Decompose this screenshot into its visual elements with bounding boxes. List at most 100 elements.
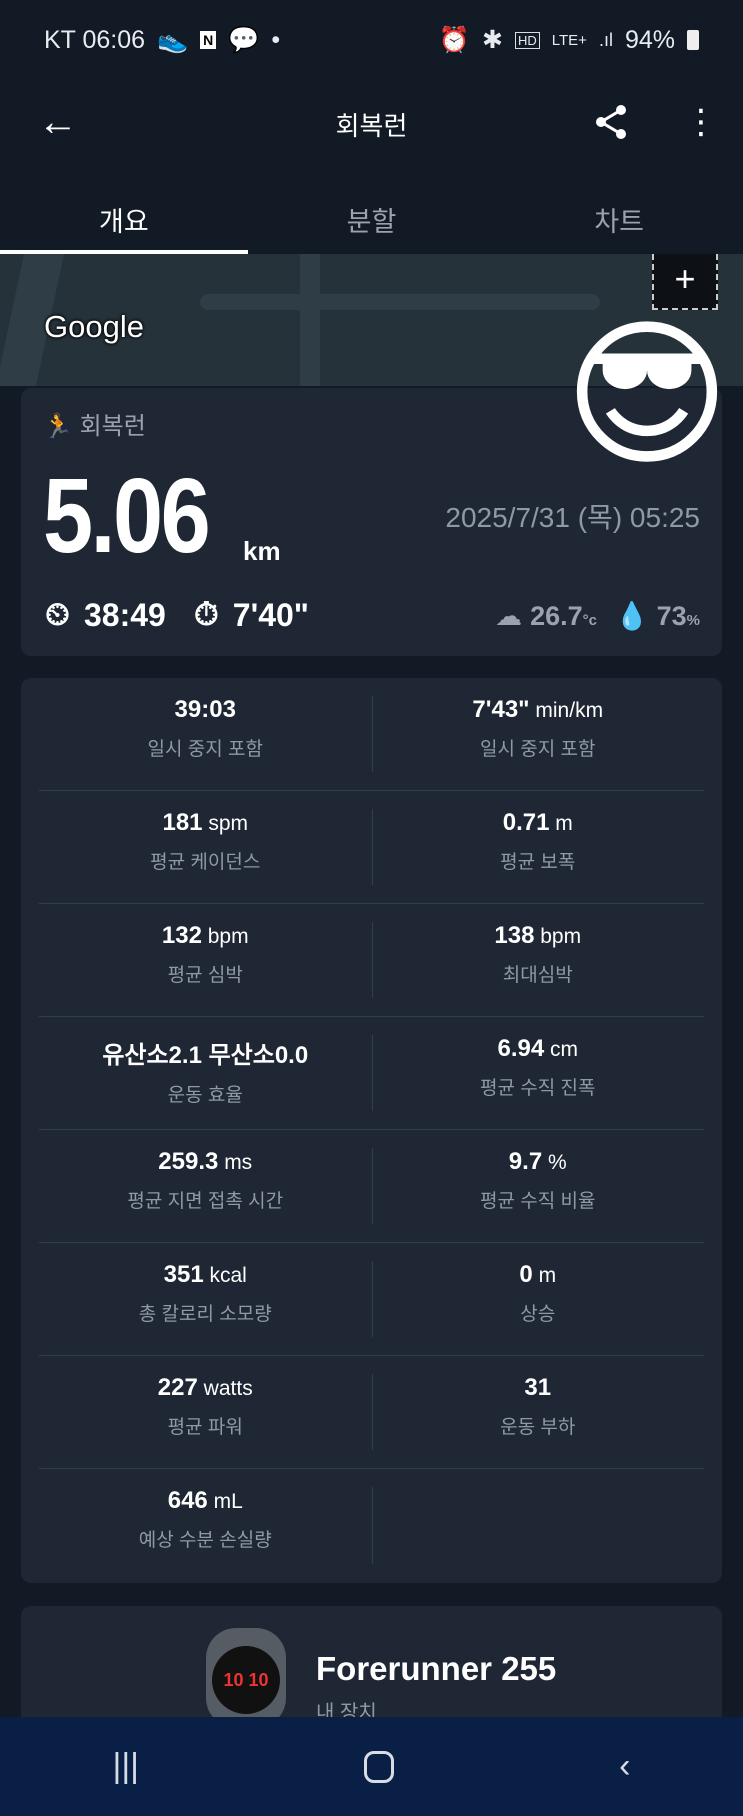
stat-cell xyxy=(371,1469,705,1582)
stat-cell: 9.7 % 평균 수직 비율 xyxy=(371,1130,705,1242)
stat-label: 평균 보폭 xyxy=(500,852,576,873)
stats-row: 227 watts 평균 파워 31 운동 부하 xyxy=(39,1356,704,1469)
stat-value: 6.94 cm xyxy=(372,1035,705,1063)
stat-cell: 7'43" min/km 일시 중지 포함 xyxy=(371,678,705,790)
page-title: 회복런 xyxy=(335,111,408,141)
stat-label: 평균 파워 xyxy=(167,1417,243,1438)
stat-cell: 351 kcal 총 칼로리 소모량 xyxy=(39,1243,372,1355)
stat-unit: min/km xyxy=(529,699,604,722)
pace-value: 7'40" xyxy=(232,596,309,633)
tab-overview[interactable]: 개요 xyxy=(0,180,248,254)
stat-number: 181 xyxy=(162,809,203,836)
naver-icon: N xyxy=(200,31,217,49)
stat-label: 총 칼로리 소모량 xyxy=(138,1304,272,1325)
stat-value: 0.71 m xyxy=(372,809,705,837)
stat-number: 259.3 xyxy=(158,1148,219,1175)
stats-row: 351 kcal 총 칼로리 소모량 0 m 상승 xyxy=(39,1243,704,1356)
stat-number: 6.94 xyxy=(497,1035,545,1062)
stats-row: 132 bpm 평균 심박 138 bpm 최대심박 xyxy=(39,904,704,1017)
stats-row: 646 mL 예상 수분 손실량 xyxy=(39,1469,704,1582)
activity-datetime: 2025/7/31 (목) 05:25 xyxy=(445,502,700,533)
stat-cell: 181 spm 평균 케이던스 xyxy=(39,791,372,903)
lte-icon: LTE+ xyxy=(551,31,587,49)
stat-value: 39:03 xyxy=(39,696,372,724)
expand-map-button[interactable]: + xyxy=(652,254,718,310)
stats-row: 259.3 ms 평균 지면 접촉 시간 9.7 % 평균 수직 비율 xyxy=(39,1130,704,1243)
temperature-value: 26.7 xyxy=(530,600,583,631)
stat-label: 예상 수분 손실량 xyxy=(138,1530,272,1551)
stat-number: 유산소2.1 무산소0.0 xyxy=(102,1042,309,1069)
stat-value: 9.7 % xyxy=(372,1148,705,1176)
dot-icon: • xyxy=(271,25,281,54)
home-icon[interactable] xyxy=(364,1750,395,1783)
stat-number: 227 xyxy=(157,1374,198,1401)
summary-card: 🏃 회복런 5.06 km 2025/7/31 (목) 05:25 ⏲ 38:49… xyxy=(21,388,722,656)
running-icon: 🏃 xyxy=(43,413,73,440)
stat-number: 39:03 xyxy=(174,696,236,723)
stat-unit: watts xyxy=(197,1377,253,1400)
status-bar: KT 06:06 👟 N 💬 • ⏰ ✱ HD LTE+ .ıl 94% xyxy=(0,0,743,80)
app-bar: ← 회복런 ⋮ xyxy=(0,80,743,168)
stat-label: 평균 수직 진폭 xyxy=(480,1078,596,1099)
humidity-value: 73 xyxy=(656,600,687,631)
stat-cell: 138 bpm 최대심박 xyxy=(371,904,705,1016)
device-name: Forerunner 255 xyxy=(316,1650,557,1687)
stat-number: 7'43" xyxy=(472,696,530,723)
stat-number: 132 xyxy=(161,922,202,949)
distance-value: 5.06 xyxy=(43,457,211,575)
hd-icon: HD xyxy=(515,31,540,49)
activity-type: 🏃 회복런 xyxy=(43,406,146,441)
stat-cell: 227 watts 평균 파워 xyxy=(39,1356,372,1468)
stat-label: 상승 xyxy=(520,1304,556,1325)
back-arrow-icon[interactable]: ← xyxy=(38,100,78,144)
stat-value: 0 m xyxy=(372,1261,705,1289)
stat-number: 0.71 xyxy=(502,809,550,836)
stat-cell: 31 운동 부하 xyxy=(371,1356,705,1468)
humidity-unit: % xyxy=(686,611,700,629)
stat-label: 운동 효율 xyxy=(167,1085,243,1106)
stat-unit: m xyxy=(549,812,573,835)
stat-unit: bpm xyxy=(534,925,582,948)
stat-label: 일시 중지 포함 xyxy=(480,739,596,760)
stat-cell: 유산소2.1 무산소0.0 운동 효율 xyxy=(39,1017,372,1129)
stat-value: 유산소2.1 무산소0.0 xyxy=(39,1035,372,1070)
stat-label: 운동 부하 xyxy=(500,1417,576,1438)
stat-value: 351 kcal xyxy=(39,1261,372,1289)
timer-icon: ⏲ xyxy=(45,596,70,632)
stat-value: 138 bpm xyxy=(372,922,705,950)
stat-unit: ms xyxy=(218,1151,253,1174)
stat-value: 259.3 ms xyxy=(39,1148,372,1176)
back-nav-icon[interactable]: ‹ xyxy=(619,1747,631,1785)
stat-label: 일시 중지 포함 xyxy=(147,739,263,760)
stat-unit: m xyxy=(532,1264,557,1287)
stat-value: 132 bpm xyxy=(39,922,372,950)
share-icon[interactable] xyxy=(594,104,628,145)
battery-text: 94% xyxy=(624,25,675,54)
stat-cell: 0 m 상승 xyxy=(371,1243,705,1355)
system-nav-bar: ||| ‹ xyxy=(0,1717,743,1816)
sunglasses-emoji-sticker: 😎 xyxy=(563,305,731,484)
stat-cell: 259.3 ms 평균 지면 접촉 시간 xyxy=(39,1130,372,1242)
stat-cell: 132 bpm 평균 심박 xyxy=(39,904,372,1016)
stat-number: 646 xyxy=(167,1487,208,1514)
stats-row: 181 spm 평균 케이던스 0.71 m 평균 보폭 xyxy=(39,791,704,904)
stat-number: 138 xyxy=(494,922,535,949)
stat-unit: % xyxy=(542,1151,567,1174)
stat-label: 평균 지면 접촉 시간 xyxy=(127,1191,284,1212)
stat-number: 351 xyxy=(163,1261,204,1288)
route-map[interactable]: Google + xyxy=(0,254,743,386)
watch-face: 10 10 xyxy=(212,1646,280,1714)
stat-value: 7'43" min/km xyxy=(372,696,705,724)
stat-cell: 6.94 cm 평균 수직 진폭 xyxy=(371,1017,705,1129)
tab-charts[interactable]: 차트 xyxy=(594,207,645,237)
more-options-icon[interactable]: ⋮ xyxy=(684,103,718,141)
stats-row: 유산소2.1 무산소0.0 운동 효율 6.94 cm 평균 수직 진폭 xyxy=(39,1017,704,1130)
tab-splits[interactable]: 분할 xyxy=(346,207,397,237)
kakaotalk-icon: 💬 xyxy=(228,25,260,54)
stat-label: 평균 심박 xyxy=(167,965,243,986)
battery-icon xyxy=(687,30,699,50)
recent-apps-icon[interactable]: ||| xyxy=(112,1747,140,1785)
stat-value: 181 spm xyxy=(39,809,372,837)
bluetooth-icon: ✱ xyxy=(482,26,503,54)
stat-cell: 39:03 일시 중지 포함 xyxy=(39,678,372,790)
